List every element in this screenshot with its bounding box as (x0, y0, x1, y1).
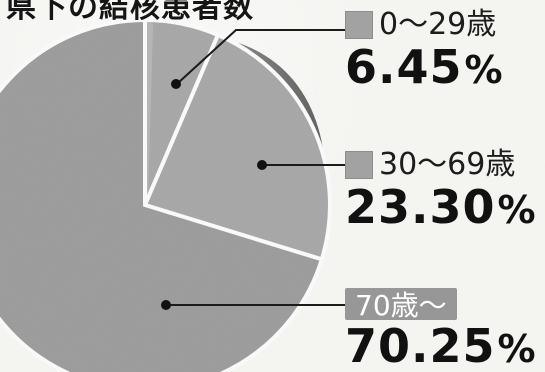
leader-dot-70-plus (161, 300, 171, 310)
value-number-0-29: 6.45 (345, 40, 463, 94)
leader-dot-30-69 (257, 160, 267, 170)
legend-item-0-29: 0〜29歳 6.45 % (345, 8, 540, 90)
legend-label-row-0-29: 0〜29歳 (345, 8, 540, 42)
value-unit-0-29: % (464, 48, 503, 92)
leader-dot-0-29 (171, 79, 181, 89)
value-unit-70-plus: % (497, 327, 536, 371)
legend-pill-70-plus: 70歳〜 (345, 288, 457, 322)
chart-title: 県下の結核患者数 (6, 0, 254, 25)
value-number-30-69: 23.30 (345, 180, 496, 234)
value-row-30-69: 23.30 % (345, 184, 540, 230)
value-row-0-29: 6.45 % (345, 44, 540, 90)
leader-line-0-29 (177, 29, 346, 84)
legend-label-30-69: 30〜69歳 (379, 147, 516, 182)
legend-label-row-70-plus: 70歳〜 (345, 287, 540, 322)
value-row-70-plus: 70.25 % (345, 323, 540, 369)
legend-label-0-29: 0〜29歳 (379, 7, 497, 42)
legend-swatch-30-69 (345, 151, 373, 179)
value-unit-30-69: % (497, 188, 536, 232)
legend-item-30-69: 30〜69歳 23.30 % (345, 148, 540, 230)
legend-label-row-30-69: 30〜69歳 (345, 148, 540, 182)
legend-swatch-0-29 (345, 11, 373, 39)
legend-item-70-plus: 70歳〜 70.25 % (345, 287, 540, 369)
value-number-70-plus: 70.25 (345, 319, 496, 372)
leader-lines (161, 29, 346, 310)
